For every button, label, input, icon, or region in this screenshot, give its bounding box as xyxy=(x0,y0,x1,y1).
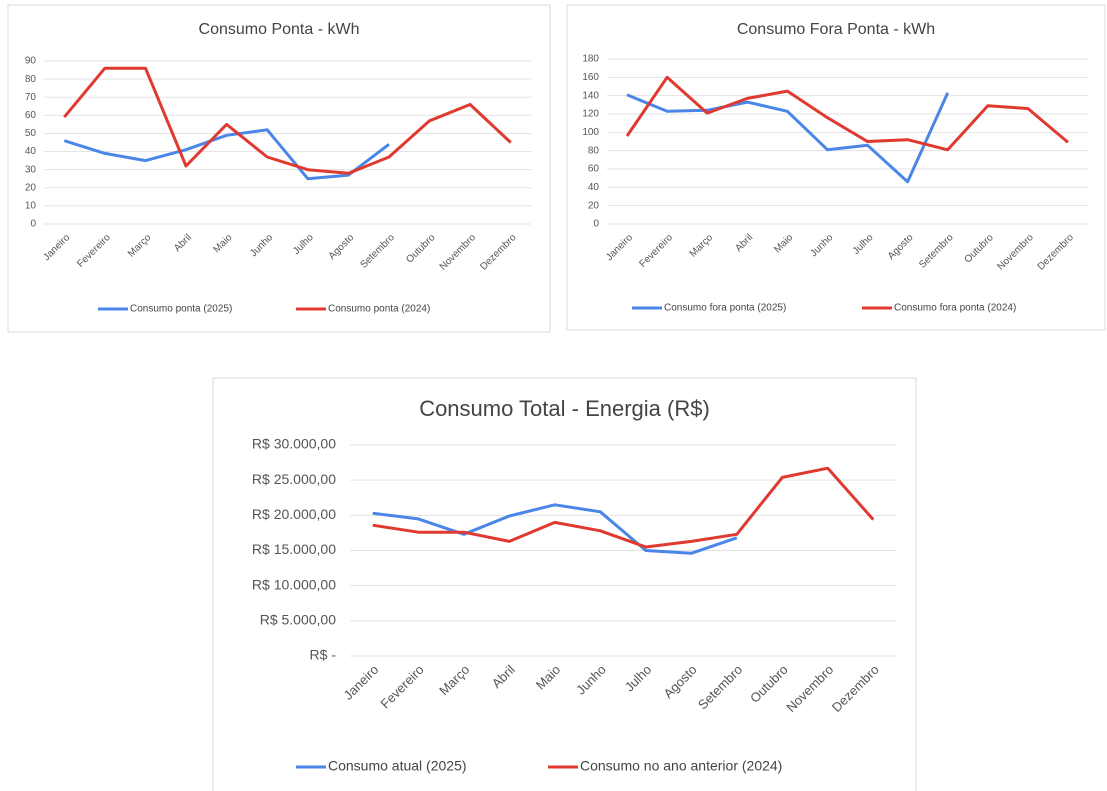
y-tick-label: R$ 10.000,00 xyxy=(252,576,336,592)
legend-label: Consumo fora ponta (2024) xyxy=(894,303,1016,314)
y-tick-label: 60 xyxy=(25,110,37,121)
y-tick-label: 30 xyxy=(25,164,37,175)
legend-label: Consumo atual (2025) xyxy=(328,758,467,774)
series-line xyxy=(626,92,950,184)
series-line xyxy=(625,75,1069,152)
chart-frame xyxy=(566,4,1106,331)
y-tick-label: 20 xyxy=(588,200,600,211)
y-tick-label: R$ - xyxy=(310,647,337,663)
y-tick-label: 120 xyxy=(582,109,599,120)
series-line xyxy=(63,66,512,175)
y-tick-label: 90 xyxy=(25,56,37,67)
y-tick-label: 80 xyxy=(588,145,600,156)
legend-label: Consumo no ano anterior (2024) xyxy=(580,758,782,774)
y-tick-label: 80 xyxy=(25,74,37,85)
y-tick-label: 10 xyxy=(25,201,37,212)
y-tick-label: 160 xyxy=(582,72,599,83)
y-tick-label: R$ 25.000,00 xyxy=(252,471,336,487)
legend-label: Consumo ponta (2024) xyxy=(328,304,430,315)
series-line xyxy=(63,128,390,181)
chart-frame xyxy=(7,4,551,333)
y-tick-label: 70 xyxy=(25,92,37,103)
y-tick-label: 140 xyxy=(582,90,599,101)
y-tick-label: 180 xyxy=(582,54,599,65)
legend-label: Consumo fora ponta (2025) xyxy=(664,303,786,314)
y-tick-label: 20 xyxy=(25,182,37,193)
y-tick-label: 40 xyxy=(25,146,37,157)
chart-frame xyxy=(212,377,917,791)
y-tick-label: 0 xyxy=(593,219,599,230)
y-tick-label: 0 xyxy=(30,219,36,230)
chart-title: Consumo Total - Energia (R$) xyxy=(419,396,710,421)
y-tick-label: R$ 15.000,00 xyxy=(252,541,336,557)
y-tick-label: 100 xyxy=(582,127,599,138)
series-line xyxy=(372,466,875,549)
y-tick-label: R$ 5.000,00 xyxy=(260,612,336,628)
legend-label: Consumo ponta (2025) xyxy=(130,304,232,315)
series-line xyxy=(372,503,738,555)
chart-title: Consumo Fora Ponta - kWh xyxy=(737,21,935,38)
y-tick-label: R$ 30.000,00 xyxy=(252,436,336,452)
y-tick-label: 60 xyxy=(588,164,600,175)
y-tick-label: 50 xyxy=(25,128,37,139)
y-tick-label: R$ 20.000,00 xyxy=(252,506,336,522)
chart-title: Consumo Ponta - kWh xyxy=(199,21,360,38)
y-tick-label: 40 xyxy=(588,182,600,193)
